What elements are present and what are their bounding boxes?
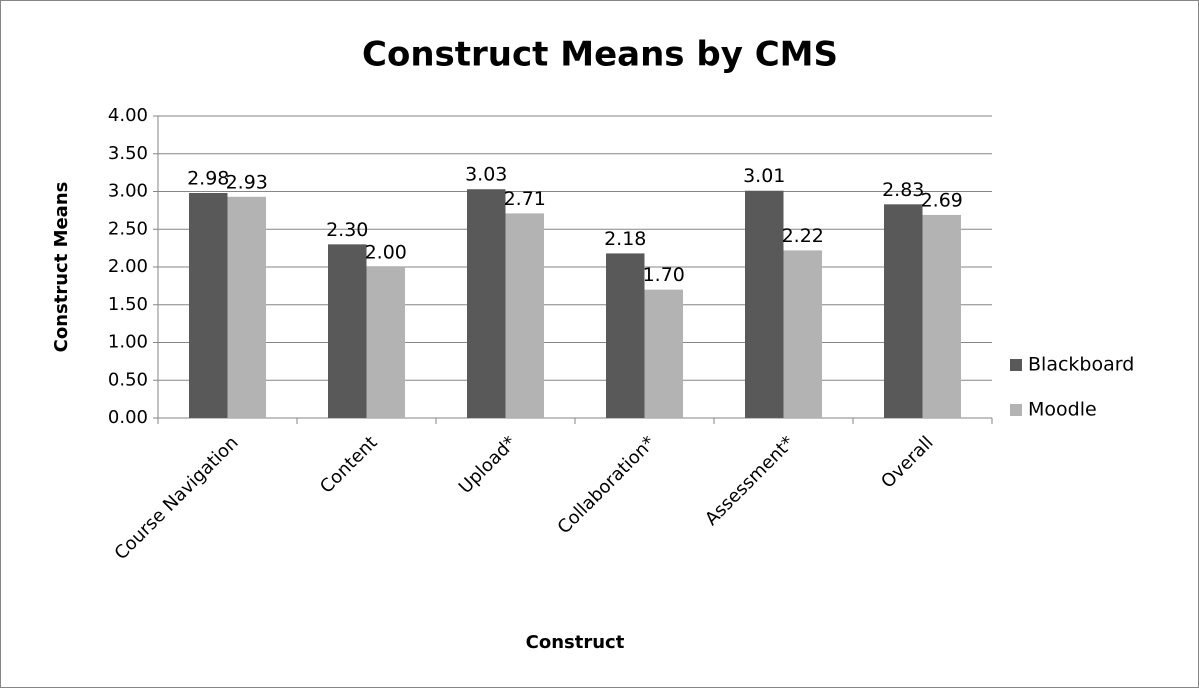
bar	[783, 250, 822, 418]
bar	[606, 253, 645, 418]
y-tick-label: 0.50	[108, 369, 148, 390]
data-label: 2.71	[504, 188, 546, 210]
y-tick-label: 1.50	[108, 294, 148, 315]
data-label: 2.69	[921, 189, 963, 211]
bar	[467, 189, 506, 418]
data-label: 2.18	[604, 228, 646, 250]
data-label: 2.22	[782, 225, 824, 247]
y-tick-label: 2.50	[108, 218, 148, 239]
bar	[644, 289, 683, 418]
data-label: 3.03	[465, 164, 507, 186]
legend-label: Blackboard	[1028, 354, 1134, 376]
y-tick-label: 3.00	[108, 181, 148, 202]
legend-swatch	[1010, 359, 1022, 371]
bar	[922, 214, 961, 418]
y-tick-label: 2.00	[108, 256, 148, 277]
bar	[189, 193, 228, 418]
bar	[745, 190, 784, 418]
y-tick-label: 0.00	[108, 407, 148, 428]
legend-swatch	[1010, 404, 1022, 416]
bar	[505, 213, 544, 418]
data-label: 2.83	[882, 179, 924, 201]
bar	[227, 196, 266, 418]
legend-label: Moodle	[1028, 399, 1097, 421]
data-label: 2.98	[187, 168, 229, 190]
data-label: 2.30	[326, 219, 368, 241]
y-tick-label: 3.50	[108, 143, 148, 164]
bar	[884, 204, 923, 418]
bar	[366, 267, 405, 418]
chart-title: Construct Means by CMS	[362, 35, 838, 75]
data-label: 2.00	[365, 242, 407, 264]
y-tick-label: 4.00	[108, 105, 148, 126]
data-label: 2.93	[226, 171, 268, 193]
data-label: 3.01	[743, 165, 785, 187]
y-axis-label: Construct Means	[51, 182, 72, 353]
y-tick-label: 1.00	[108, 332, 148, 353]
bar	[328, 244, 367, 418]
data-label: 1.70	[643, 264, 685, 286]
x-axis-label: Construct	[526, 632, 625, 653]
